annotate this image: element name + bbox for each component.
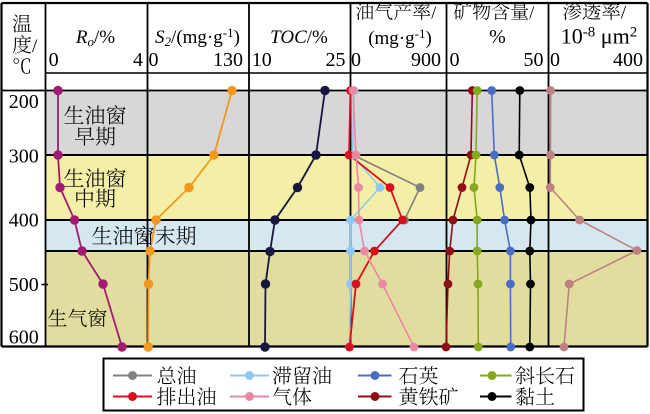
svg-text:0: 0 <box>450 49 460 71</box>
svg-text:900: 900 <box>411 49 441 71</box>
svg-text:Ro/%: Ro/% <box>75 27 115 49</box>
svg-text:/: / <box>529 3 534 23</box>
svg-text:200: 200 <box>9 91 39 113</box>
svg-text:%: % <box>489 26 506 48</box>
svg-text:50: 50 <box>524 49 544 71</box>
svg-text:600: 600 <box>9 327 39 349</box>
svg-text:10: 10 <box>252 49 272 71</box>
svg-text:0: 0 <box>49 49 59 71</box>
svg-text:0: 0 <box>550 49 560 71</box>
svg-text:400: 400 <box>9 210 39 232</box>
svg-text:TOC/%: TOC/% <box>270 27 328 48</box>
svg-text:300: 300 <box>9 145 39 167</box>
svg-text:0: 0 <box>351 49 361 71</box>
svg-text:/: / <box>431 3 436 23</box>
svg-text:/: / <box>621 3 627 24</box>
svg-text:4: 4 <box>133 49 143 71</box>
svg-text:25: 25 <box>326 49 346 71</box>
svg-text:/: / <box>32 36 38 57</box>
svg-text:10-8 μm2: 10-8 μm2 <box>561 24 637 49</box>
svg-text:500: 500 <box>9 274 39 296</box>
svg-text:400: 400 <box>613 49 643 71</box>
svg-text:S2/(mg·g-1): S2/(mg·g-1) <box>155 25 240 49</box>
svg-text:130: 130 <box>213 49 243 71</box>
svg-text:0: 0 <box>149 49 159 71</box>
